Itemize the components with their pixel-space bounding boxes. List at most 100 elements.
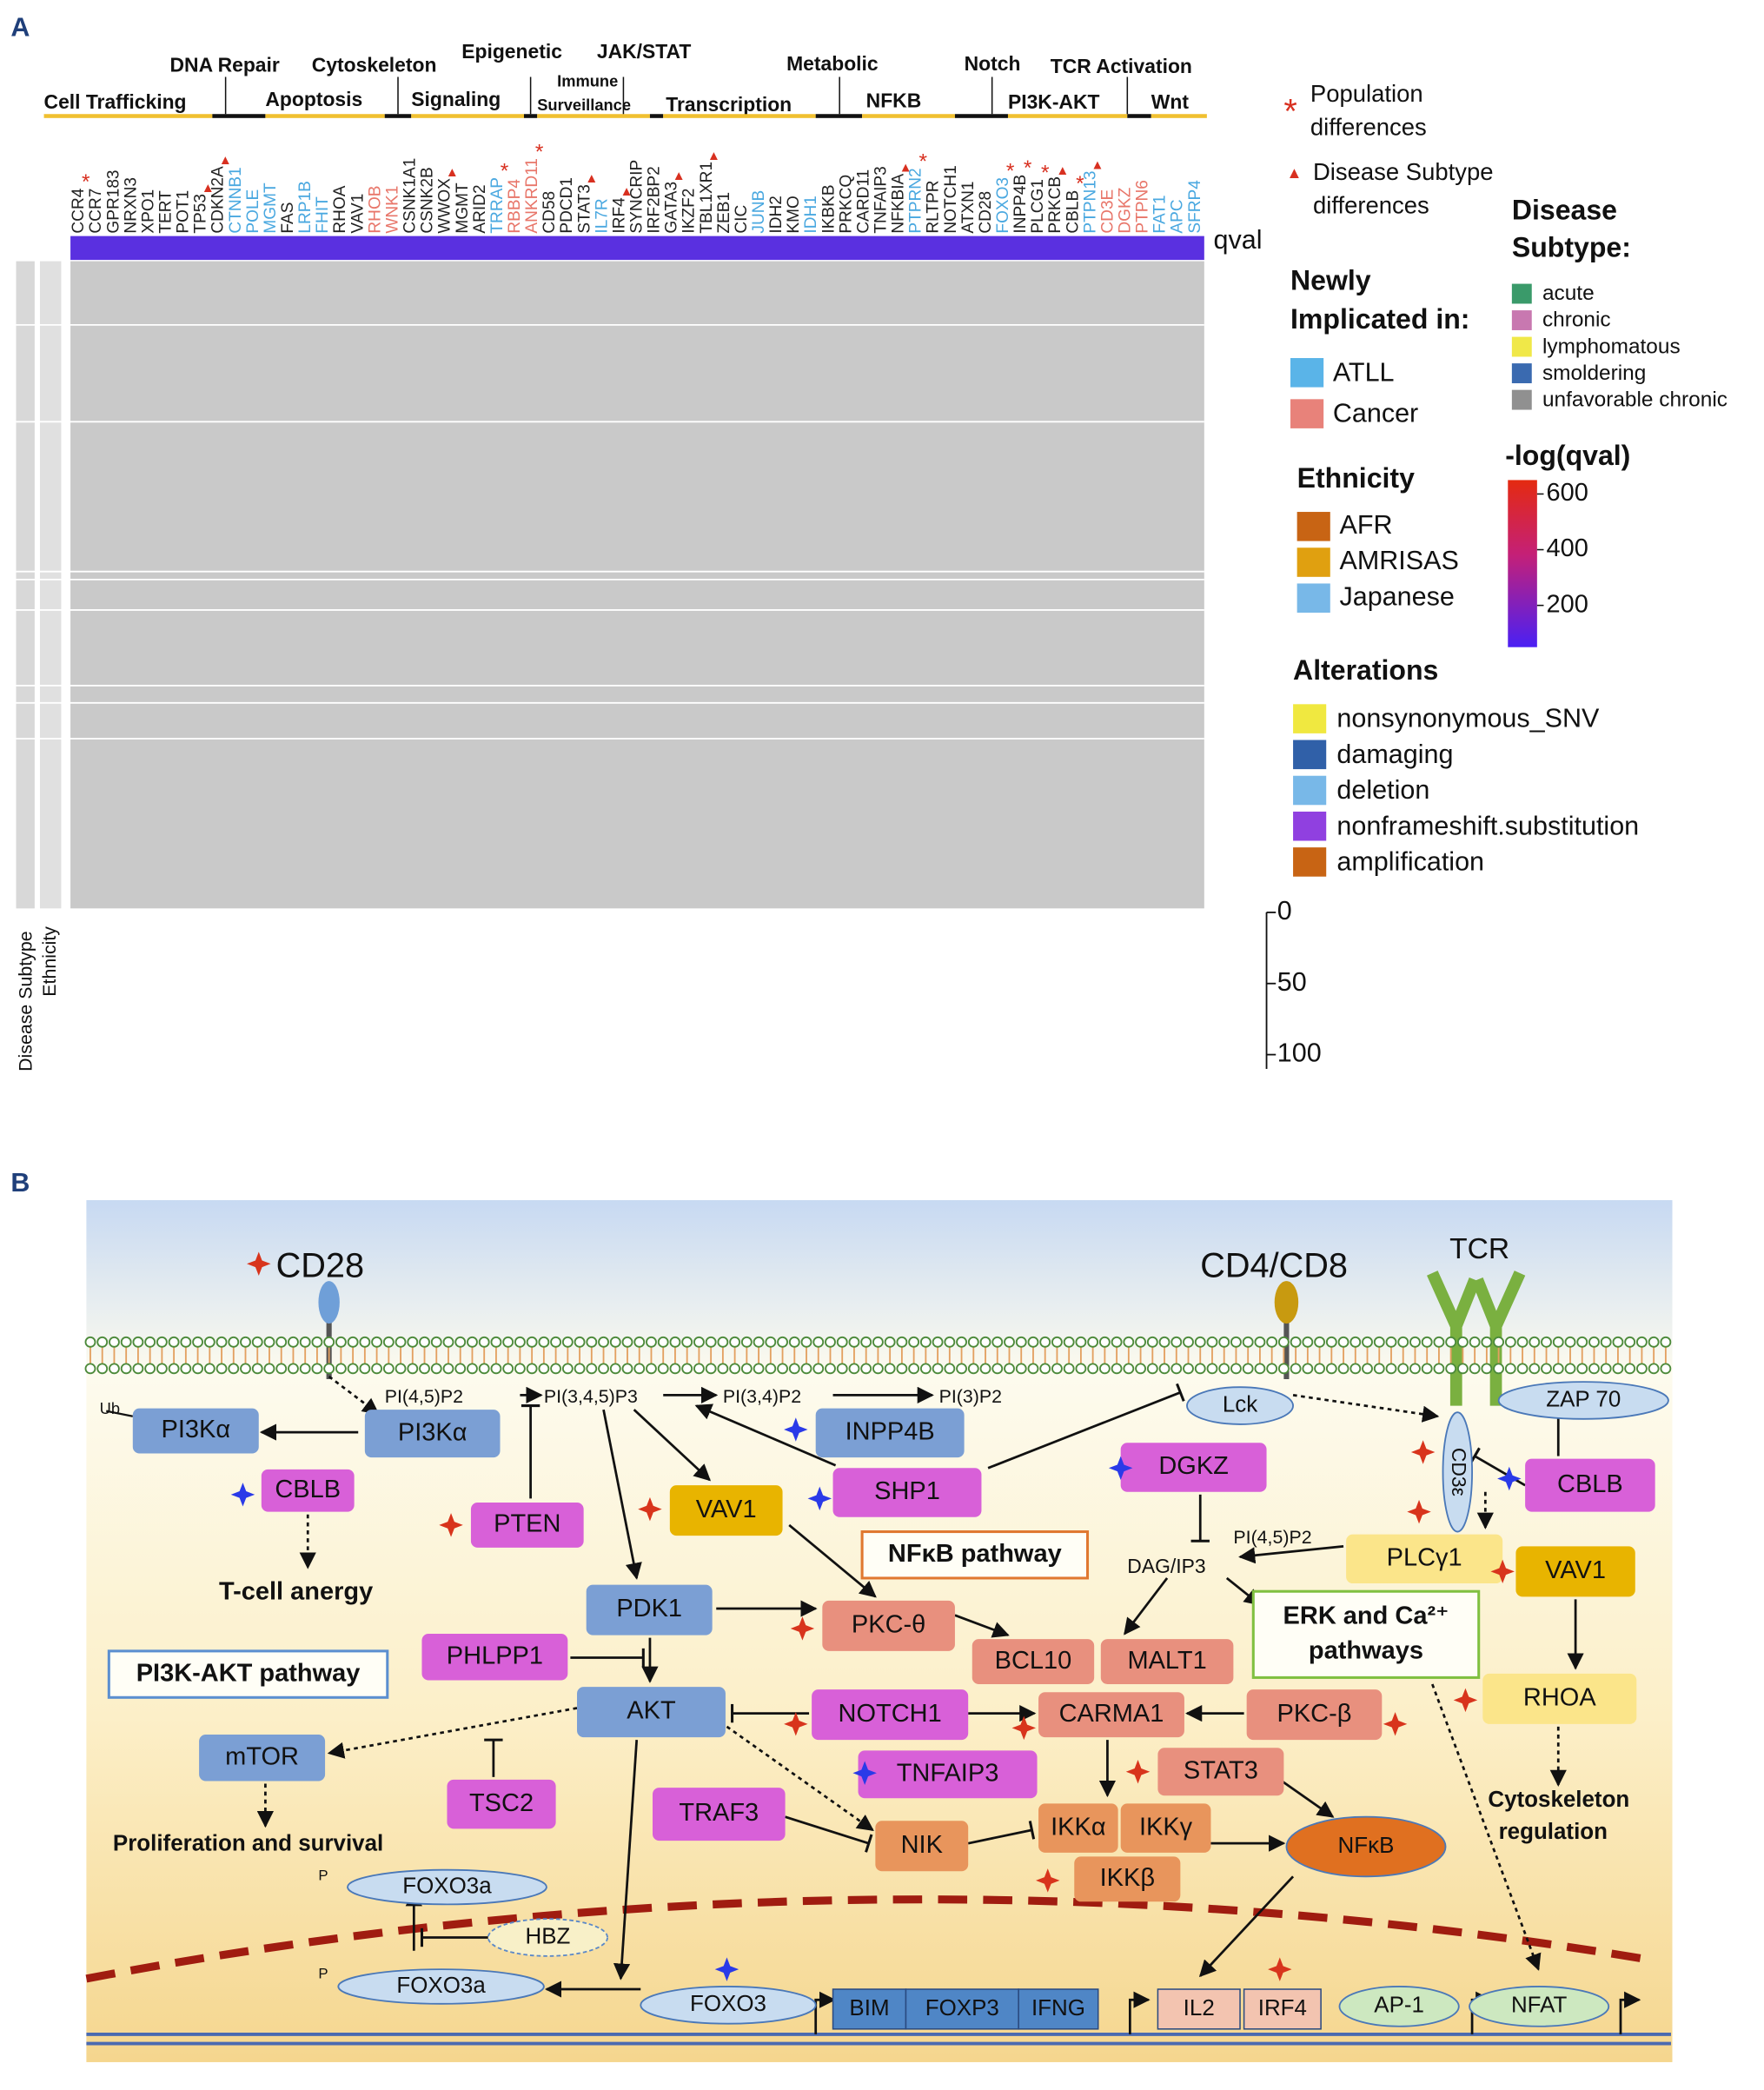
lipid-head xyxy=(1194,1363,1206,1375)
lipid-head xyxy=(478,1336,490,1348)
lipid-head xyxy=(693,1363,705,1375)
gene-label: PTPRN2 xyxy=(907,168,925,233)
node-label: CD3ε xyxy=(1448,1448,1470,1496)
lipid-head xyxy=(1254,1336,1266,1348)
node xyxy=(1074,1856,1181,1902)
lipid-head xyxy=(288,1336,299,1348)
lipid-head xyxy=(1230,1363,1242,1375)
node xyxy=(815,1408,965,1458)
colorbar-label: 400 xyxy=(1547,534,1588,562)
node-label: PLCγ1 xyxy=(1387,1543,1462,1571)
node-label: INPP4B xyxy=(846,1418,935,1446)
legend-title: Ethnicity xyxy=(1297,462,1415,494)
lipid-head xyxy=(1051,1363,1063,1375)
lipid-head xyxy=(454,1363,467,1375)
lipid-head xyxy=(1421,1336,1433,1348)
arrow xyxy=(633,1409,712,1482)
legend-label: chronic xyxy=(1542,309,1611,332)
lipid-head xyxy=(299,1336,311,1348)
lipid-head xyxy=(967,1363,979,1375)
pathway-box-label: ERK and Ca²⁺ xyxy=(1283,1602,1449,1630)
lipid-head xyxy=(872,1363,884,1375)
lipid-head xyxy=(203,1336,216,1348)
lipid-head xyxy=(454,1336,467,1348)
gene-label: PTPN6 xyxy=(1134,180,1152,233)
lipid-head xyxy=(514,1336,526,1348)
node-label: NIK xyxy=(901,1831,943,1859)
node xyxy=(972,1639,1095,1685)
legend-label: nonframeshift.substitution xyxy=(1336,811,1639,840)
node xyxy=(1442,1411,1473,1533)
gene-label: IKBKB xyxy=(819,184,838,233)
lipid-head xyxy=(359,1363,371,1375)
lipid-head xyxy=(1183,1363,1194,1375)
lipid-head xyxy=(1433,1336,1445,1348)
legend-label: Japanese xyxy=(1339,581,1454,611)
legend-label: smoldering xyxy=(1542,362,1646,385)
lipid-head xyxy=(1111,1336,1123,1348)
lipid-head xyxy=(203,1363,216,1375)
lipid-head xyxy=(109,1336,120,1348)
lipid-head xyxy=(860,1336,872,1348)
star-marker xyxy=(1490,1559,1515,1584)
node-label: PKC-θ xyxy=(852,1611,925,1639)
lipid-head xyxy=(382,1336,395,1348)
node-label: NOTCH1 xyxy=(839,1700,942,1728)
lipid-head xyxy=(1445,1336,1457,1348)
lipid-head xyxy=(777,1336,788,1348)
gene-label: SFRP4 xyxy=(1186,180,1204,234)
gene-label: IRF2BP2 xyxy=(646,166,664,233)
node-label: PI3Kα xyxy=(398,1418,468,1446)
lipid-head xyxy=(1409,1363,1421,1375)
lipid-head xyxy=(1242,1336,1254,1348)
gene-label: IDH1 xyxy=(802,196,820,233)
diagram-text: T-cell anergy xyxy=(219,1577,373,1605)
gene-label: CD28 xyxy=(977,191,995,234)
pathway-label: DNA Repair xyxy=(170,53,280,76)
arrow xyxy=(1292,1394,1440,1423)
gene-label: STAT3 xyxy=(575,184,594,234)
pathway-band xyxy=(954,114,1008,118)
legend-symbol: ▲ xyxy=(1286,163,1302,182)
node-label: NFκB xyxy=(1338,1834,1395,1858)
pathway-band xyxy=(815,114,863,118)
node xyxy=(470,1502,584,1548)
legend-label: AFR xyxy=(1339,510,1392,540)
gene-label: CD58 xyxy=(540,191,559,234)
lipid-head xyxy=(502,1336,514,1348)
lipid-head xyxy=(1087,1336,1099,1348)
gene-label: FAT1 xyxy=(1151,195,1170,233)
lipid-head xyxy=(538,1363,550,1375)
lipid-head xyxy=(836,1336,848,1348)
gene-label: IDH2 xyxy=(767,196,786,233)
colorbar-label: 200 xyxy=(1547,590,1588,618)
gene-label: PTPN13 xyxy=(1081,171,1099,234)
lipid-head xyxy=(514,1363,526,1375)
legend-text: Population xyxy=(1310,80,1423,107)
lipid-head xyxy=(956,1363,967,1375)
gene-label: DGKZ xyxy=(1117,187,1135,233)
lipid-head xyxy=(1242,1363,1254,1375)
arrow xyxy=(327,1707,578,1759)
node xyxy=(1100,1639,1234,1685)
lipid-head xyxy=(311,1336,323,1348)
node xyxy=(652,1788,786,1841)
connector xyxy=(106,1410,134,1417)
legend-swatch xyxy=(1296,547,1330,577)
gene-label: ANKRD11 xyxy=(523,158,541,234)
arrow xyxy=(1124,1577,1169,1636)
pathway-band xyxy=(862,114,955,118)
lipid-head xyxy=(1206,1363,1218,1375)
gene-label: RHOA xyxy=(331,185,349,233)
legend-label: deletion xyxy=(1336,775,1429,805)
lipid-head xyxy=(1194,1336,1206,1348)
pathway-label: Wnt xyxy=(1151,90,1190,113)
pathway-label: Cell Trafficking xyxy=(44,90,187,113)
lipid-head xyxy=(825,1336,836,1348)
lipid-head xyxy=(550,1336,562,1348)
lipid-head xyxy=(1469,1336,1481,1348)
lipid-head xyxy=(168,1363,180,1375)
diagram-text: Proliferation and survival xyxy=(113,1832,383,1856)
lipid-head xyxy=(359,1336,371,1348)
pathway-box-label: PI3K-AKT pathway xyxy=(136,1659,361,1687)
